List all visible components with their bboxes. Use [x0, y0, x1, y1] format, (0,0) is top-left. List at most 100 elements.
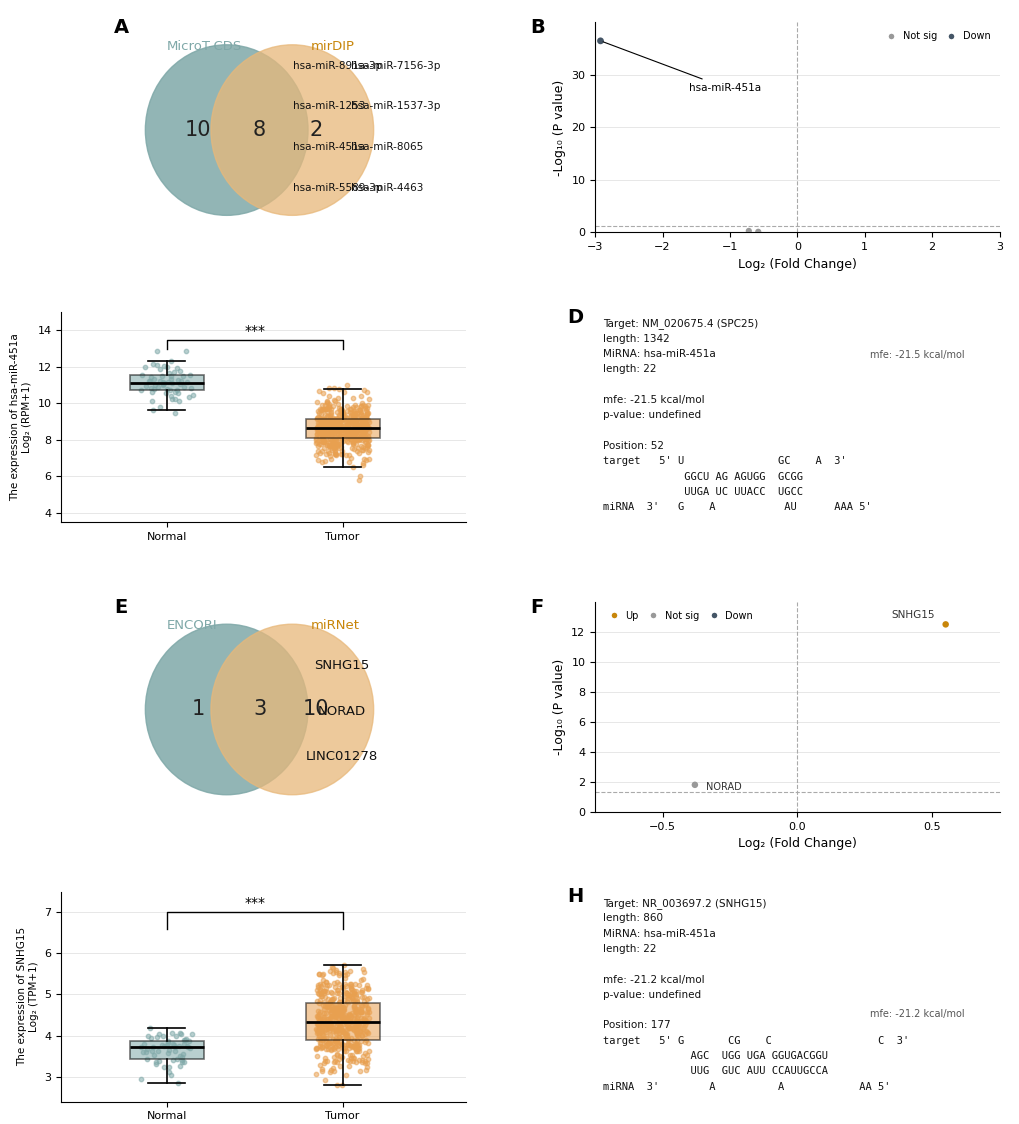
- Text: mfe: -21.5 kcal/mol: mfe: -21.5 kcal/mol: [602, 396, 704, 405]
- Text: UUG  GUC AUU CCAUUGCCA: UUG GUC AUU CCAUUGCCA: [602, 1067, 827, 1077]
- Point: [325, 959, 341, 977]
- Point: [352, 427, 368, 445]
- Point: [328, 423, 344, 441]
- Point: [740, 221, 756, 239]
- Text: D: D: [567, 308, 582, 327]
- Point: [144, 369, 160, 387]
- Text: 2: 2: [309, 120, 322, 140]
- Point: [322, 430, 338, 448]
- Point: [145, 355, 161, 373]
- Point: [324, 958, 340, 976]
- Point: [352, 420, 368, 438]
- Point: [313, 419, 329, 437]
- Point: [315, 1016, 331, 1034]
- Point: [317, 416, 333, 434]
- Point: [328, 404, 344, 422]
- Point: [332, 429, 348, 447]
- Point: [328, 1033, 344, 1051]
- Point: [345, 985, 362, 1003]
- Point: [327, 1024, 343, 1042]
- Point: [354, 415, 370, 433]
- Point: [360, 413, 376, 430]
- Point: [327, 446, 343, 464]
- PathPatch shape: [129, 1041, 204, 1059]
- Point: [342, 975, 359, 992]
- Point: [356, 1013, 372, 1031]
- Point: [314, 397, 330, 415]
- Point: [336, 1000, 353, 1018]
- Point: [355, 1046, 371, 1064]
- Point: [329, 416, 345, 434]
- Point: [339, 989, 356, 1007]
- Point: [357, 1054, 373, 1072]
- Point: [358, 419, 374, 437]
- Point: [312, 416, 328, 434]
- Point: [313, 984, 329, 1001]
- Point: [320, 413, 336, 430]
- Point: [319, 419, 335, 437]
- Point: [155, 373, 171, 391]
- Point: [312, 1031, 328, 1049]
- Point: [310, 1007, 326, 1025]
- Point: [329, 981, 345, 999]
- Point: [356, 414, 372, 432]
- Point: [326, 999, 342, 1017]
- Text: mfe: -21.5 kcal/mol: mfe: -21.5 kcal/mol: [869, 350, 964, 360]
- Point: [339, 429, 356, 447]
- Point: [347, 416, 364, 434]
- Point: [339, 402, 356, 420]
- Point: [337, 428, 354, 446]
- Point: [170, 391, 186, 409]
- Point: [346, 422, 363, 439]
- Point: [350, 422, 366, 439]
- Point: [332, 1001, 348, 1019]
- Ellipse shape: [146, 624, 308, 795]
- Point: [177, 1031, 194, 1049]
- Ellipse shape: [211, 624, 373, 795]
- Point: [340, 420, 357, 438]
- Point: [342, 424, 359, 442]
- Point: [341, 1010, 358, 1028]
- Point: [313, 1060, 329, 1078]
- Point: [360, 432, 376, 450]
- Point: [321, 1034, 337, 1052]
- Point: [357, 418, 373, 436]
- Point: [357, 1016, 373, 1034]
- Point: [346, 417, 363, 435]
- Point: [342, 428, 359, 446]
- Point: [360, 396, 376, 414]
- Text: AGC  UGG UGA GGUGACGGU: AGC UGG UGA GGUGACGGU: [602, 1051, 827, 1061]
- Point: [321, 1017, 337, 1035]
- Point: [329, 425, 345, 443]
- Point: [332, 1018, 348, 1036]
- Point: [352, 401, 368, 419]
- Point: [315, 423, 331, 441]
- Point: [360, 390, 376, 408]
- Point: [314, 453, 330, 471]
- Point: [167, 405, 183, 423]
- Point: [339, 1030, 356, 1048]
- Point: [331, 1017, 347, 1035]
- Point: [357, 407, 373, 425]
- Point: [354, 997, 370, 1015]
- Point: [357, 415, 373, 433]
- Point: [330, 1003, 346, 1021]
- Point: [342, 428, 359, 446]
- Point: [335, 404, 352, 422]
- Point: [343, 426, 360, 444]
- Point: [338, 1013, 355, 1031]
- Text: MicroT-CDS: MicroT-CDS: [166, 39, 242, 53]
- Point: [149, 356, 165, 374]
- Point: [330, 1021, 346, 1039]
- Point: [333, 1007, 350, 1025]
- Point: [324, 1059, 340, 1077]
- Point: [324, 416, 340, 434]
- Point: [319, 416, 335, 434]
- Point: [326, 1003, 342, 1021]
- Point: [331, 401, 347, 419]
- Point: [322, 990, 338, 1008]
- Point: [313, 987, 329, 1005]
- Point: [160, 373, 176, 391]
- Point: [359, 438, 375, 456]
- Point: [352, 1022, 368, 1040]
